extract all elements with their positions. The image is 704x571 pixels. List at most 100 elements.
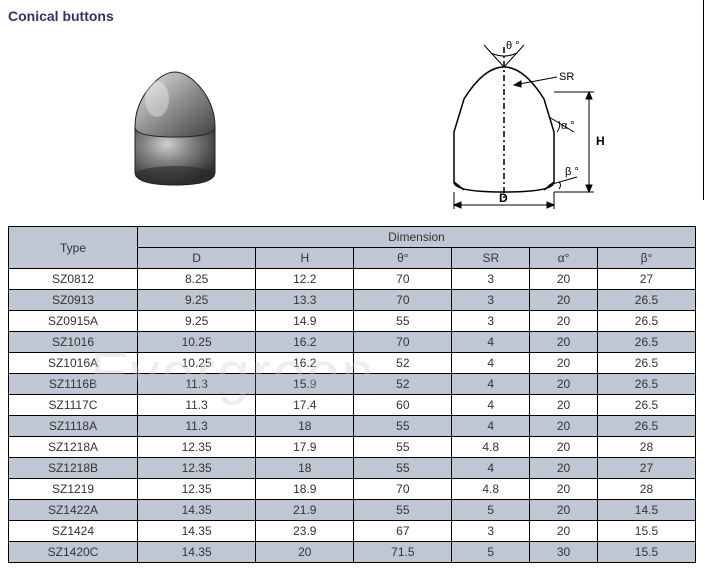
product-photo [75, 42, 275, 212]
cell: 55 [354, 416, 452, 437]
col-1: H [256, 248, 354, 269]
dimension-diagram: θ ° SR H α ° [409, 37, 629, 217]
col-5: β° [597, 248, 695, 269]
cell: 3 [452, 311, 530, 332]
cell: 26.5 [597, 353, 695, 374]
cell: 14.5 [597, 500, 695, 521]
col-4: α° [530, 248, 598, 269]
table-row: SZ1117C11.317.46042026.5 [9, 395, 696, 416]
cell: 14.9 [256, 311, 354, 332]
cell: 26.5 [597, 311, 695, 332]
cell: 16.2 [256, 332, 354, 353]
cell: 20 [530, 332, 598, 353]
cell: SZ1422A [9, 500, 138, 521]
cell: SZ1424 [9, 521, 138, 542]
cell: 4.8 [452, 479, 530, 500]
col-0: D [138, 248, 256, 269]
theta-label: θ ° [506, 40, 520, 52]
cell: 67 [354, 521, 452, 542]
cell: SZ1218B [9, 458, 138, 479]
cell: 27 [597, 269, 695, 290]
cell: 30 [530, 542, 598, 563]
beta-label: β ° [565, 166, 579, 178]
col-2: θ° [354, 248, 452, 269]
cell: 4 [452, 458, 530, 479]
cell: 20 [530, 479, 598, 500]
cell: SZ1219 [9, 479, 138, 500]
cell: 3 [452, 521, 530, 542]
cell: 17.4 [256, 395, 354, 416]
cell: 18 [256, 458, 354, 479]
cell: 13.3 [256, 290, 354, 311]
cell: 15.5 [597, 521, 695, 542]
cell: 20 [530, 521, 598, 542]
table-row: SZ1218B12.35185542027 [9, 458, 696, 479]
table-row: SZ121912.3518.9704.82028 [9, 479, 696, 500]
cell: 20 [530, 416, 598, 437]
cell: 28 [597, 479, 695, 500]
cell: 20 [530, 353, 598, 374]
cell: 16.2 [256, 353, 354, 374]
cell: 20 [530, 437, 598, 458]
cell: 55 [354, 458, 452, 479]
alpha-label: α ° [561, 120, 575, 132]
table-row: SZ09139.2513.37032026.5 [9, 290, 696, 311]
cell: SZ1420C [9, 542, 138, 563]
table-row: SZ08128.2512.27032027 [9, 269, 696, 290]
dimension-table: Type Dimension DHθ°SRα°β° SZ08128.2512.2… [8, 226, 696, 563]
table-row: SZ0915A9.2514.95532026.5 [9, 311, 696, 332]
cell: 70 [354, 269, 452, 290]
table-row: SZ1420C14.352071.553015.5 [9, 542, 696, 563]
cell: 70 [354, 332, 452, 353]
cell: 20 [530, 500, 598, 521]
h-label: H [596, 134, 605, 148]
cell: 4 [452, 374, 530, 395]
cell: 18.9 [256, 479, 354, 500]
cell: 12.2 [256, 269, 354, 290]
cell: 18 [256, 416, 354, 437]
cell: 20 [530, 290, 598, 311]
cell: 20 [256, 542, 354, 563]
cell: 70 [354, 290, 452, 311]
cell: SZ1117C [9, 395, 138, 416]
cell: 27 [597, 458, 695, 479]
cell: 26.5 [597, 395, 695, 416]
cell: 55 [354, 500, 452, 521]
cell: SZ1016A [9, 353, 138, 374]
sr-label: SR [559, 71, 574, 83]
cell: 12.35 [138, 479, 256, 500]
cell: 14.35 [138, 542, 256, 563]
cell: 11.3 [138, 416, 256, 437]
cell: 14.35 [138, 500, 256, 521]
cell: 4 [452, 395, 530, 416]
cell: SZ1118A [9, 416, 138, 437]
cell: 21.9 [256, 500, 354, 521]
table-row: SZ142414.3523.96732015.5 [9, 521, 696, 542]
col-dimension: Dimension [138, 227, 696, 248]
cell: 15.5 [597, 542, 695, 563]
cell: 26.5 [597, 374, 695, 395]
cell: 26.5 [597, 416, 695, 437]
cell: 55 [354, 437, 452, 458]
cell: 52 [354, 353, 452, 374]
cell: 5 [452, 542, 530, 563]
cell: 9.25 [138, 290, 256, 311]
cell: 15.9 [256, 374, 354, 395]
col-3: SR [452, 248, 530, 269]
cell: 5 [452, 500, 530, 521]
cell: SZ0913 [9, 290, 138, 311]
d-label: D [499, 191, 508, 205]
cell: 71.5 [354, 542, 452, 563]
cell: 10.25 [138, 332, 256, 353]
table-row: SZ1422A14.3521.95552014.5 [9, 500, 696, 521]
cell: 4 [452, 353, 530, 374]
cell: SZ1016 [9, 332, 138, 353]
cell: 20 [530, 374, 598, 395]
cell: 4 [452, 416, 530, 437]
cell: 4.8 [452, 437, 530, 458]
cell: 26.5 [597, 290, 695, 311]
images-row: θ ° SR H α ° [8, 32, 696, 222]
table-row: SZ1116B11.315.95242026.5 [9, 374, 696, 395]
cell: 14.35 [138, 521, 256, 542]
cell: SZ1116B [9, 374, 138, 395]
